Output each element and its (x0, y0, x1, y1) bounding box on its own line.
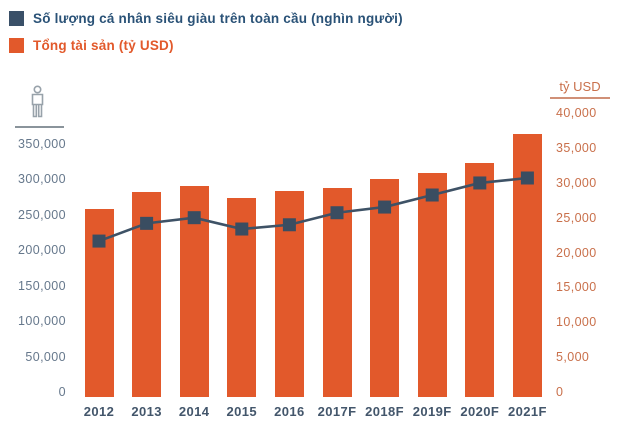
bar-2014 (179, 185, 209, 397)
right-axis-tick: 25,000 (556, 210, 597, 225)
bar-2019F (417, 172, 447, 397)
x-axis-label: 2019F (412, 404, 452, 419)
x-axis-label: 2016 (274, 404, 305, 419)
uhnw-count-line (98, 176, 528, 243)
left-axis-tick: 200,000 (18, 243, 66, 258)
x-axis-label: 2020F (460, 404, 500, 419)
legend-item-uhnw-count: Số lượng cá nhân siêu giàu trên toàn cầu… (9, 11, 403, 26)
bar-2018F (370, 179, 400, 397)
right-axis-tick: 10,000 (556, 315, 597, 330)
right-axis-tick: 35,000 (556, 140, 597, 155)
right-axis-tick: 20,000 (556, 245, 597, 260)
right-axis-tick: 15,000 (556, 280, 597, 295)
left-axis-tick: 100,000 (18, 314, 66, 329)
right-axis-tick: 5,000 (556, 350, 590, 365)
left-axis-rule (15, 126, 64, 128)
legend-label-uhnw-count: Số lượng cá nhân siêu giàu trên toàn cầu… (33, 11, 403, 26)
x-axis-label: 2013 (131, 404, 162, 419)
right-axis-tick: 30,000 (556, 175, 597, 190)
left-axis-tick: 150,000 (18, 278, 66, 293)
x-axis-label: 2014 (178, 404, 210, 419)
bar-2016 (274, 191, 304, 397)
x-axis-label: 2018F (365, 404, 405, 419)
person-icon (29, 85, 46, 124)
x-axis-label: 2015 (226, 404, 258, 419)
x-axis-label: 2017F (317, 404, 357, 419)
legend-swatch-orange (9, 38, 24, 53)
bar-2020F (465, 163, 495, 397)
right-axis-title: tỷ USD (550, 79, 610, 99)
bar-2017F (322, 188, 352, 397)
left-axis-tick: 300,000 (18, 172, 66, 187)
right-axis-tick: 40,000 (556, 106, 597, 120)
left-axis-tick: 0 (58, 385, 66, 399)
legend-label-total-wealth: Tổng tài sản (tỷ USD) (33, 38, 174, 53)
x-axis-label: 2021F (507, 404, 547, 419)
legend-item-total-wealth: Tổng tài sản (tỷ USD) (9, 38, 174, 53)
bar-2015 (227, 198, 257, 397)
left-axis-tick: 50,000 (25, 349, 66, 364)
right-axis-tick: 0 (556, 385, 564, 399)
x-axis-label: 2012 (83, 404, 115, 419)
left-axis-tick: 250,000 (18, 207, 66, 222)
bar-2012 (84, 209, 114, 397)
bar-2021F (512, 133, 542, 397)
legend-swatch-navy (9, 11, 24, 26)
bar-2013 (132, 191, 162, 397)
left-axis-tick: 350,000 (18, 137, 66, 151)
